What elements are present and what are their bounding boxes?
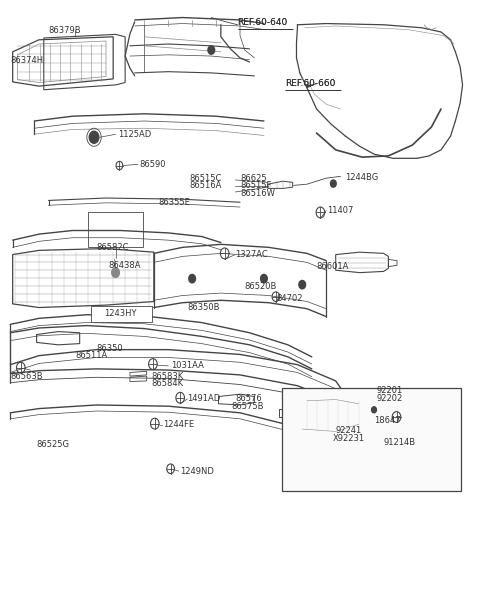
Text: 86438A: 86438A (108, 261, 141, 270)
Text: 11407: 11407 (327, 206, 353, 215)
Text: 1327AC: 1327AC (235, 250, 268, 259)
Text: 86525G: 86525G (36, 440, 70, 449)
Circle shape (189, 274, 195, 283)
Text: 86516A: 86516A (190, 182, 222, 191)
FancyBboxPatch shape (91, 306, 153, 322)
Text: 1491AD: 1491AD (187, 394, 221, 403)
Text: REF.60-640: REF.60-640 (238, 19, 288, 28)
Text: REF.60-660: REF.60-660 (286, 79, 336, 88)
Text: 86379B: 86379B (48, 27, 81, 35)
Text: 86584K: 86584K (152, 379, 183, 388)
Text: 92202: 92202 (376, 394, 403, 403)
Text: 86563B: 86563B (10, 372, 43, 381)
Text: 86576: 86576 (235, 394, 262, 403)
Text: 18647: 18647 (374, 416, 401, 425)
Text: 1244BG: 1244BG (345, 173, 379, 182)
Text: 86350B: 86350B (187, 303, 220, 312)
Text: X92231: X92231 (332, 434, 364, 443)
Text: 86355E: 86355E (158, 198, 191, 207)
Text: 86520B: 86520B (245, 282, 277, 291)
Text: 84702: 84702 (276, 294, 302, 303)
Circle shape (112, 268, 120, 277)
Circle shape (89, 131, 99, 144)
Circle shape (208, 46, 215, 54)
Text: 1249ND: 1249ND (180, 467, 214, 476)
Text: 86590: 86590 (140, 160, 166, 169)
Circle shape (299, 280, 306, 289)
Text: REF.60-660: REF.60-660 (286, 79, 336, 88)
Text: 86350: 86350 (96, 344, 123, 353)
Circle shape (372, 407, 376, 413)
Text: 1243HY: 1243HY (104, 309, 136, 318)
Text: 86516W: 86516W (240, 189, 275, 198)
Text: 91214B: 91214B (384, 438, 416, 447)
Text: 86575B: 86575B (231, 402, 264, 411)
Text: 86582C: 86582C (96, 243, 129, 252)
Text: 86515C: 86515C (190, 174, 222, 183)
Circle shape (261, 274, 267, 283)
Text: 86601A: 86601A (317, 262, 349, 271)
Text: 86515F: 86515F (240, 182, 271, 191)
Circle shape (330, 180, 336, 187)
Text: 92201: 92201 (376, 386, 403, 395)
FancyBboxPatch shape (282, 388, 461, 491)
Text: 1125AD: 1125AD (118, 130, 151, 139)
Text: 86625: 86625 (240, 174, 266, 183)
Text: 92241: 92241 (336, 426, 362, 435)
Text: 1244FE: 1244FE (163, 420, 194, 429)
Text: 86511A: 86511A (75, 351, 107, 360)
Text: 86374H: 86374H (10, 56, 43, 65)
Text: REF.60-640: REF.60-640 (238, 19, 288, 28)
Text: 1031AA: 1031AA (170, 361, 204, 370)
Text: 86583K: 86583K (152, 371, 184, 380)
